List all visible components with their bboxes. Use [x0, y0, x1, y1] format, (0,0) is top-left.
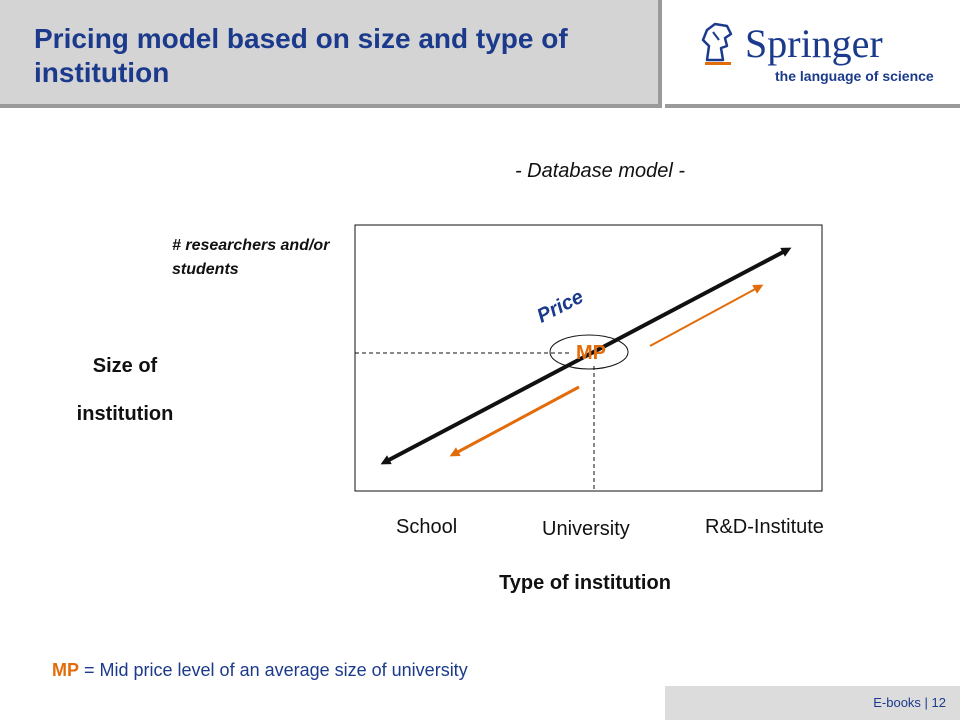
x-category-university: University — [542, 518, 630, 540]
footnote-mp: MP — [52, 660, 79, 680]
footer-page-info: E-books | 12 — [873, 695, 946, 710]
mp-label: MP — [576, 342, 606, 364]
x-axis-title: Type of institution — [499, 572, 671, 594]
y-axis-title-line1: Size of — [92, 355, 158, 377]
diagram-frame — [354, 224, 823, 492]
y-axis-title: Size of institution — [40, 342, 210, 438]
logo-name: Springer — [745, 21, 883, 66]
mp-ellipse — [549, 334, 629, 370]
footer-bar: E-books | 12 — [665, 686, 960, 720]
price-line — [380, 247, 792, 465]
down-arrow — [449, 385, 580, 457]
price-label: Price — [533, 286, 587, 328]
up-arrow — [649, 284, 764, 347]
logo-tagline: the language of science — [775, 68, 934, 84]
page-title: Pricing model based on size and type of … — [34, 23, 568, 88]
y-axis-title-line2: institution — [76, 403, 174, 425]
x-category-school: School — [396, 516, 458, 538]
y-axis-note: # researchers and/or students — [172, 237, 330, 278]
diagram-subtitle: - Database model - — [514, 160, 686, 182]
footnote-text: = Mid price level of an average size of … — [79, 660, 468, 680]
x-category-rd-institute: R&D-Institute — [705, 516, 824, 538]
logo-underline — [705, 62, 731, 65]
springer-logo: Springer the language of science — [665, 0, 960, 108]
header-bar: Pricing model based on size and type of … — [0, 0, 662, 108]
footnote: MP = Mid price level of an average size … — [52, 660, 468, 681]
knight-horse-icon — [701, 22, 733, 62]
